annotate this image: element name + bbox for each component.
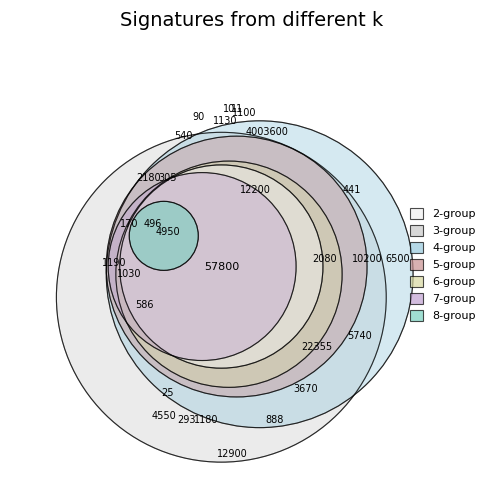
Circle shape (106, 136, 367, 397)
Text: 2080: 2080 (312, 254, 337, 264)
Legend: 2-group, 3-group, 4-group, 5-group, 6-group, 7-group, 8-group: 2-group, 3-group, 4-group, 5-group, 6-gr… (404, 202, 481, 327)
Text: 1100: 1100 (232, 108, 257, 118)
Text: 11: 11 (230, 104, 243, 114)
Text: 1130: 1130 (213, 116, 237, 126)
Text: 1030: 1030 (117, 269, 142, 279)
Text: 441: 441 (343, 185, 361, 195)
Text: 888: 888 (266, 415, 284, 425)
Text: 57800: 57800 (204, 262, 239, 272)
Text: 10200: 10200 (352, 254, 383, 264)
Circle shape (119, 165, 323, 368)
Text: 90: 90 (192, 112, 205, 122)
Title: Signatures from different k: Signatures from different k (120, 12, 384, 30)
Text: 3670: 3670 (293, 384, 318, 394)
Text: 4550: 4550 (151, 411, 176, 421)
Text: 12200: 12200 (240, 185, 271, 195)
Text: 293: 293 (177, 415, 196, 425)
Text: 1180: 1180 (194, 415, 218, 425)
Text: 12900: 12900 (217, 450, 248, 460)
Text: 22355: 22355 (301, 342, 333, 352)
Circle shape (116, 161, 342, 388)
Text: 170: 170 (120, 219, 139, 229)
Circle shape (108, 172, 296, 360)
Text: 496: 496 (143, 219, 161, 229)
Text: 25: 25 (161, 388, 174, 398)
Text: 6500: 6500 (386, 254, 410, 264)
Text: 305: 305 (158, 173, 177, 183)
Text: 586: 586 (136, 300, 154, 310)
Text: 4003600: 4003600 (246, 128, 289, 137)
Text: 5740: 5740 (347, 331, 372, 341)
Circle shape (106, 121, 413, 427)
Text: 10: 10 (223, 104, 235, 114)
Text: 2180: 2180 (136, 173, 161, 183)
Text: 4950: 4950 (155, 227, 180, 237)
Text: 540: 540 (174, 131, 192, 141)
Circle shape (56, 133, 386, 462)
Circle shape (129, 202, 198, 270)
Text: 1190: 1190 (102, 258, 126, 268)
